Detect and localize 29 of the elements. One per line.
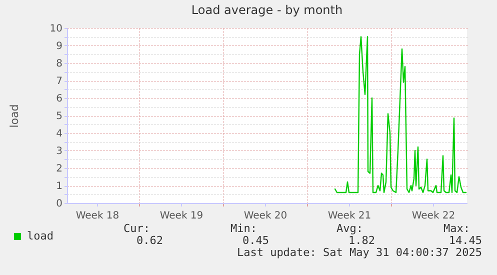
x-tick-label: Week 20: [244, 210, 288, 222]
text: 14.45: [448, 234, 482, 247]
x-tick-label: Week 18: [76, 210, 120, 222]
y-tick-label: 4: [56, 128, 62, 140]
text: Cur:: [124, 222, 150, 235]
y-tick-label: 6: [56, 94, 62, 104]
text: Max:: [444, 222, 470, 235]
y-tick-label: 8: [56, 58, 62, 70]
y-axis-title: load: [8, 104, 21, 128]
text: Last update: Sat May 31 04:00:37 2025: [236, 246, 482, 259]
y-tick-label: 9: [56, 41, 62, 52]
legend-label: load: [27, 230, 54, 242]
text: Min:: [230, 222, 257, 235]
chart-title: Load average - by month: [191, 3, 343, 17]
x-tick-label: Week 22: [412, 210, 456, 222]
y-tick-label: 5: [56, 111, 62, 122]
text: Avg:: [336, 222, 363, 235]
y-tick-label: 3: [56, 146, 62, 157]
line-series: [334, 36, 467, 194]
y-tick-label: 10: [50, 24, 62, 34]
y-tick-label: 2: [56, 164, 62, 174]
text: 1.82: [348, 234, 375, 247]
x-tick-label: Week 21: [328, 210, 372, 222]
y-tick-label: 7: [56, 76, 62, 87]
text: 0.62: [136, 234, 163, 247]
x-tick-label: Week 19: [160, 210, 204, 222]
text: 0.45: [242, 234, 269, 247]
y-tick-label: 1: [56, 181, 62, 192]
y-tick-label: 0: [56, 198, 62, 210]
